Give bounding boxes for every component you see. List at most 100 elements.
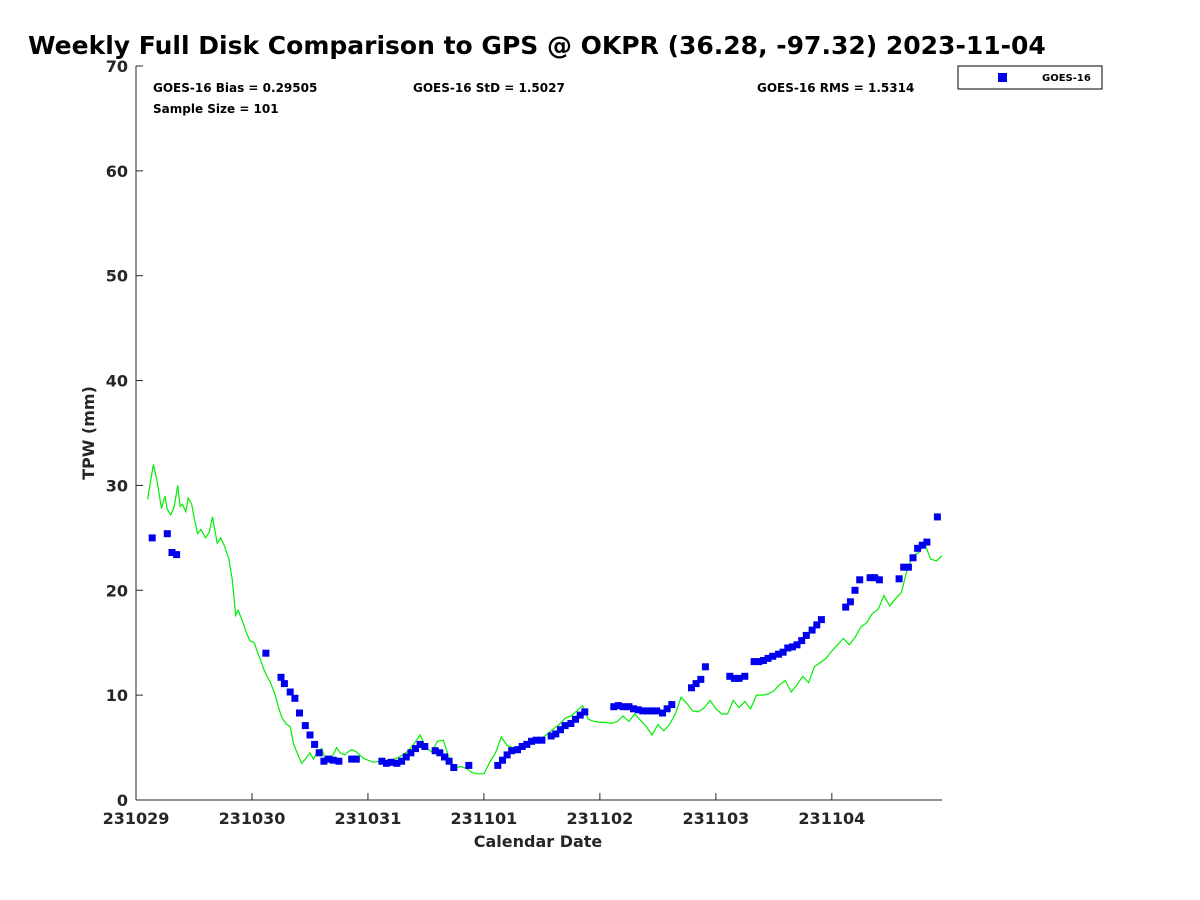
- x-tick-label: 231030: [219, 809, 286, 828]
- goes16-point: [904, 563, 912, 571]
- goes16-point: [508, 747, 516, 755]
- goes16-point: [648, 707, 656, 715]
- goes16-point: [335, 757, 343, 765]
- goes16-point: [348, 755, 356, 763]
- goes16-point: [817, 616, 825, 624]
- goes16-point: [441, 753, 448, 761]
- y-tick-label: 70: [106, 57, 128, 76]
- goes16-point: [842, 603, 850, 611]
- goes16-point: [909, 554, 917, 562]
- stat-rms: GOES-16 RMS = 1.5314: [757, 81, 914, 95]
- goes16-point: [168, 549, 176, 556]
- goes16-point: [306, 731, 314, 739]
- goes16-point: [572, 715, 579, 723]
- x-tick-label: 231103: [682, 809, 749, 828]
- goes16-point: [163, 530, 171, 538]
- goes16-point: [325, 755, 332, 763]
- goes16-point: [262, 649, 270, 657]
- x-tick-label: 231102: [566, 809, 633, 828]
- x-tick-label: 231029: [103, 809, 170, 828]
- legend: GOES-16: [957, 65, 1103, 90]
- goes16-point: [775, 650, 782, 658]
- goes16-point: [320, 757, 328, 765]
- goes16-point: [291, 694, 299, 702]
- goes16-point: [846, 598, 854, 606]
- goes16-point: [851, 586, 859, 594]
- goes16-point: [538, 736, 546, 744]
- goes16-point: [625, 703, 633, 711]
- goes16-point: [875, 576, 883, 584]
- x-tick-label: 231031: [335, 809, 402, 828]
- gps-series-line: [147, 464, 943, 775]
- goes16-point: [329, 756, 337, 764]
- goes16-point: [614, 702, 622, 710]
- goes16-point: [663, 705, 671, 713]
- goes16-point: [813, 621, 821, 629]
- goes16-point: [499, 756, 506, 764]
- goes16-point: [576, 711, 584, 719]
- x-axis-label: Calendar Date: [474, 832, 603, 851]
- y-tick-label: 50: [106, 267, 128, 286]
- goes16-point: [421, 743, 429, 750]
- goes16-point: [465, 761, 473, 769]
- goes16-point: [557, 726, 564, 734]
- goes16-point: [619, 703, 627, 711]
- y-axis-label: TPW (mm): [79, 386, 98, 480]
- goes16-point: [445, 757, 453, 765]
- goes16-point: [301, 722, 309, 730]
- y-axis: 0 10 20 30 40 50 60 70: [106, 57, 143, 810]
- goes16-point: [730, 674, 738, 682]
- goes16-point: [416, 740, 424, 748]
- goes16-point: [808, 626, 816, 634]
- y-tick-label: 60: [106, 162, 128, 181]
- goes16-point: [610, 703, 618, 711]
- goes16-point: [532, 736, 540, 744]
- goes16-point: [779, 648, 787, 656]
- legend-box: [957, 65, 1103, 90]
- y-tick-label: 10: [106, 686, 128, 705]
- goes16-point: [769, 652, 777, 660]
- x-tick-label: 231104: [798, 809, 865, 828]
- goes16-point: [900, 563, 908, 571]
- goes16-point: [895, 575, 903, 583]
- goes16-point: [701, 663, 709, 671]
- y-tick-label: 30: [106, 476, 128, 495]
- goes16-point: [412, 745, 419, 753]
- goes16-point: [494, 761, 502, 769]
- goes16-point: [514, 746, 521, 754]
- goes16-point: [286, 688, 294, 696]
- x-axis: 231029 231030 231031 231101 231102 231103 2311…: [103, 793, 942, 828]
- goes16-point: [692, 680, 700, 688]
- goes16-point: [581, 708, 589, 716]
- goes16-point: [378, 757, 386, 765]
- goes16-point: [793, 641, 801, 649]
- goes16-point: [918, 541, 926, 549]
- legend-marker-goes16: [998, 73, 1007, 82]
- goes16-point: [653, 707, 661, 715]
- goes16-point: [630, 705, 637, 713]
- goes16-point: [798, 637, 806, 645]
- goes16-series: [148, 513, 941, 771]
- goes16-point: [784, 644, 792, 652]
- goes16-point: [387, 758, 395, 766]
- goes16-point: [383, 759, 390, 767]
- stat-sample-size: Sample Size = 101: [153, 102, 279, 116]
- goes16-point: [659, 709, 666, 717]
- chart-title: Weekly Full Disk Comparison to GPS @ OKP…: [28, 31, 1046, 60]
- goes16-point: [639, 707, 647, 715]
- goes16-point: [634, 706, 642, 714]
- goes16-point: [280, 680, 288, 688]
- x-tick-label: 231101: [451, 809, 518, 828]
- goes16-point: [523, 740, 531, 748]
- goes16-point: [759, 657, 767, 664]
- goes16-point: [393, 759, 401, 767]
- plot-area: [136, 66, 942, 800]
- stat-bias: GOES-16 Bias = 0.29505: [153, 81, 317, 95]
- goes16-point: [431, 747, 439, 755]
- goes16-point: [933, 513, 941, 521]
- goes16-point: [503, 751, 511, 759]
- goes16-point: [173, 551, 181, 559]
- goes16-point: [528, 737, 535, 745]
- goes16-point: [755, 658, 763, 666]
